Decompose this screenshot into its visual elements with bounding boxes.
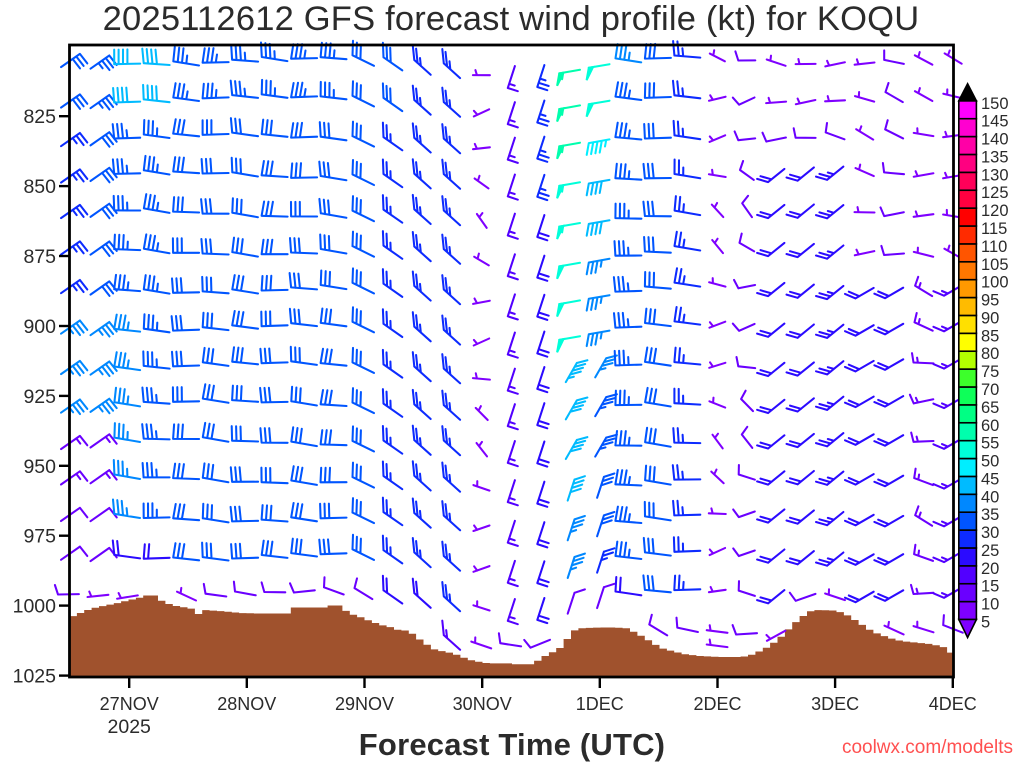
svg-text:1000: 1000 — [13, 596, 57, 618]
svg-text:4DEC: 4DEC — [929, 694, 977, 714]
svg-text:coolwx.com/modelts: coolwx.com/modelts — [842, 737, 1013, 758]
svg-text:55: 55 — [981, 435, 999, 453]
svg-text:1DEC: 1DEC — [576, 694, 624, 714]
svg-text:115: 115 — [981, 220, 1007, 238]
svg-text:70: 70 — [981, 381, 999, 399]
svg-text:2025112612 GFS forecast wind p: 2025112612 GFS forecast wind profile (kt… — [103, 0, 920, 38]
svg-text:2025: 2025 — [108, 716, 152, 738]
svg-text:45: 45 — [981, 470, 999, 488]
svg-text:28NOV: 28NOV — [217, 694, 276, 714]
svg-text:95: 95 — [981, 292, 999, 310]
svg-text:40: 40 — [981, 488, 999, 506]
svg-text:140: 140 — [981, 131, 1009, 149]
svg-text:15: 15 — [981, 578, 999, 596]
svg-text:925: 925 — [23, 386, 56, 408]
svg-text:150: 150 — [981, 95, 1009, 113]
svg-text:29NOV: 29NOV — [335, 694, 394, 714]
svg-text:5: 5 — [981, 614, 990, 632]
svg-text:75: 75 — [981, 363, 999, 381]
svg-text:50: 50 — [981, 453, 999, 471]
svg-text:20: 20 — [981, 560, 999, 578]
svg-text:130: 130 — [981, 166, 1009, 184]
svg-text:80: 80 — [981, 345, 999, 363]
svg-text:3DEC: 3DEC — [811, 694, 859, 714]
svg-text:105: 105 — [981, 256, 1009, 274]
svg-text:30: 30 — [981, 524, 999, 542]
svg-text:1025: 1025 — [13, 666, 57, 688]
svg-text:35: 35 — [981, 506, 999, 524]
svg-text:950: 950 — [23, 456, 56, 478]
svg-text:975: 975 — [23, 526, 56, 548]
svg-text:120: 120 — [981, 202, 1009, 220]
svg-text:65: 65 — [981, 399, 999, 417]
svg-text:2DEC: 2DEC — [693, 694, 741, 714]
svg-text:850: 850 — [23, 176, 56, 198]
svg-text:85: 85 — [981, 327, 999, 345]
svg-text:10: 10 — [981, 596, 999, 614]
svg-text:25: 25 — [981, 542, 999, 560]
svg-text:100: 100 — [981, 274, 1009, 292]
svg-text:135: 135 — [981, 149, 1009, 167]
svg-text:110: 110 — [981, 238, 1007, 256]
svg-text:30NOV: 30NOV — [453, 694, 512, 714]
svg-text:27NOV: 27NOV — [100, 694, 159, 714]
svg-text:145: 145 — [981, 113, 1009, 131]
svg-text:60: 60 — [981, 417, 999, 435]
svg-text:825: 825 — [23, 106, 56, 128]
svg-text:875: 875 — [23, 246, 56, 268]
svg-text:125: 125 — [981, 184, 1009, 202]
svg-text:Forecast Time (UTC): Forecast Time (UTC) — [359, 727, 665, 762]
svg-text:90: 90 — [981, 309, 999, 327]
svg-text:900: 900 — [23, 316, 56, 338]
